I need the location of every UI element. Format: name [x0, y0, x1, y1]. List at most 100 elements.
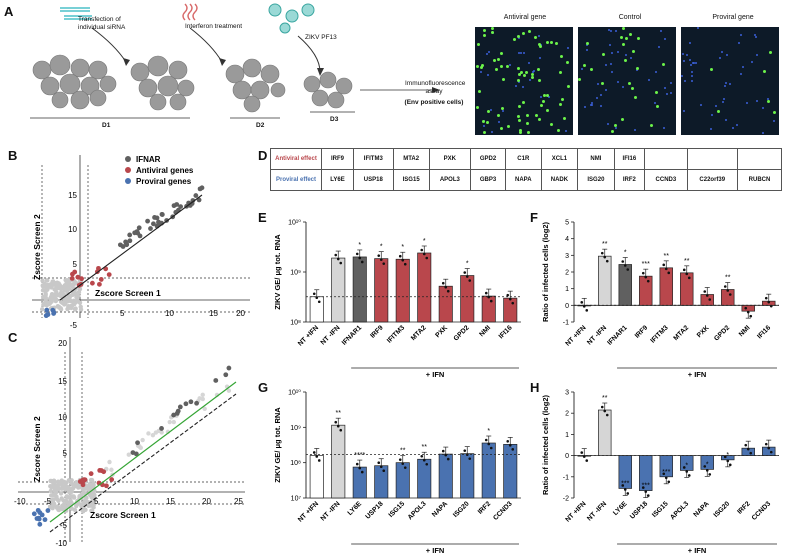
- tick-c-x5: 15: [166, 497, 175, 506]
- micrograph-control: [578, 27, 676, 135]
- replicate-point: [585, 309, 589, 312]
- scatter-point: [50, 279, 56, 284]
- replicate-point: [746, 447, 750, 451]
- y-tick-label: 10⁷: [291, 496, 302, 503]
- replicate-point: [334, 420, 338, 424]
- category-label: NT +IFN: [297, 324, 320, 347]
- scatter-point: [50, 479, 56, 485]
- replicate-point: [444, 285, 448, 289]
- scatter-point: [79, 503, 84, 509]
- scatter-point: [109, 467, 114, 472]
- tick-b-x2: 10: [165, 309, 174, 318]
- assay-label: Immunofluorescence assay: [405, 80, 466, 95]
- group-label: + IFN: [426, 546, 445, 554]
- gene-cell: ISG15: [392, 169, 430, 191]
- scatter-point-antiviral: [70, 271, 75, 277]
- replicate-point: [682, 466, 686, 469]
- bar: [395, 462, 410, 499]
- replicate-point: [605, 259, 609, 263]
- y-tick-label: 3: [565, 390, 569, 397]
- category-label: IFITM3: [649, 324, 669, 344]
- panel-label-b: B: [8, 148, 18, 163]
- gene-cell: USP18: [353, 169, 394, 191]
- antiviral-effect-label: Antiviral effect: [270, 148, 322, 170]
- replicate-point: [403, 262, 407, 266]
- y-axis-label: Ratio of infected cells (log2): [541, 394, 550, 495]
- gene-cell: GBP3: [469, 169, 507, 191]
- replicate-point: [336, 424, 340, 428]
- replicate-point: [726, 289, 730, 292]
- gene-cell: [644, 148, 688, 170]
- y-tick-label: 4: [565, 236, 569, 243]
- category-label: NT +IFN: [564, 500, 587, 523]
- y-tick-label: 10¹⁰: [288, 389, 301, 397]
- scatter-point: [66, 485, 71, 490]
- replicate-point: [422, 252, 426, 256]
- scatter-point: [89, 508, 95, 513]
- bar: [352, 256, 367, 323]
- category-label: NT -IFN: [586, 324, 608, 346]
- category-label: NMI: [478, 324, 492, 338]
- replicate-point: [403, 466, 407, 469]
- replicate-point: [764, 296, 768, 300]
- category-label: MTA2: [410, 324, 428, 342]
- y-tick-label: 10⁹: [290, 425, 301, 432]
- replicate-point: [605, 413, 609, 417]
- bar: [741, 304, 755, 312]
- replicate-point: [749, 451, 753, 455]
- significance-mark: ***: [621, 480, 629, 487]
- scatter-point: [39, 307, 45, 312]
- bar: [331, 424, 346, 499]
- replicate-point: [600, 251, 604, 255]
- bar-chart-f: 5 4 3 2 1 0 -1 Ratio of infected cells (log2) NT…: [541, 220, 779, 378]
- gene-cell: CCND3: [644, 169, 688, 191]
- ylabel-c: Zscore Screen 2: [32, 416, 42, 482]
- scatter-point: [54, 289, 59, 295]
- y-tick-label: 1: [565, 286, 569, 293]
- replicate-point: [377, 461, 381, 465]
- proviral-row: Proviral effect LY6E USP18 ISG15 APOL3 G…: [270, 169, 782, 191]
- replicate-point: [600, 405, 604, 409]
- tick-c-y5: -5: [60, 521, 68, 530]
- scatter-point: [70, 494, 75, 499]
- scatter-point: [77, 493, 83, 499]
- replicate-point: [764, 442, 768, 446]
- gene-table: Antiviral effect IRF9 IFITM3 MTA2 PXK GP…: [270, 148, 782, 191]
- replicate-point: [377, 254, 381, 257]
- y-tick-label: 0: [565, 303, 569, 310]
- virus-icon: [268, 3, 315, 34]
- bar: [309, 455, 324, 499]
- y-tick-label: -1: [563, 320, 569, 327]
- scatter-point-proviral: [44, 307, 50, 313]
- tick-b-y4: -5: [70, 321, 78, 330]
- scatter-point-ifnar: [183, 401, 189, 407]
- step-interferon: Interferon treatment: [185, 23, 243, 30]
- tick-c-x6: 20: [202, 497, 211, 506]
- scatter-point-ifnar: [117, 242, 123, 248]
- replicate-point: [398, 458, 402, 461]
- replicate-point: [446, 457, 450, 461]
- replicate-point: [646, 494, 650, 497]
- category-label: NAPA: [431, 500, 449, 518]
- day-3: D3: [330, 116, 339, 123]
- gene-cell: ISG20: [577, 169, 615, 191]
- replicate-point: [358, 466, 362, 470]
- replicate-point: [511, 448, 515, 451]
- tick-c-y3: 10: [58, 413, 67, 422]
- scatter-point-antiviral: [80, 482, 86, 488]
- assay-note: (Env positive cells): [404, 99, 464, 106]
- cell-cluster-d1b: [130, 55, 195, 111]
- replicate-point: [685, 470, 689, 473]
- y-tick-label: 3: [565, 253, 569, 260]
- step-transfection: Transfection of individual siRNA: [78, 16, 126, 31]
- replicate-point: [379, 465, 383, 469]
- bar: [460, 453, 475, 499]
- gene-cell: GPD2: [469, 148, 507, 170]
- scatter-point: [202, 406, 207, 412]
- legend-proviral: Proviral genes: [136, 177, 192, 186]
- scatter-point-antiviral: [101, 469, 107, 475]
- gene-cell: IRF9: [320, 148, 355, 170]
- category-label: NT -IFN: [320, 324, 342, 346]
- category-label: ISG20: [452, 500, 471, 519]
- scatter-point: [153, 430, 159, 435]
